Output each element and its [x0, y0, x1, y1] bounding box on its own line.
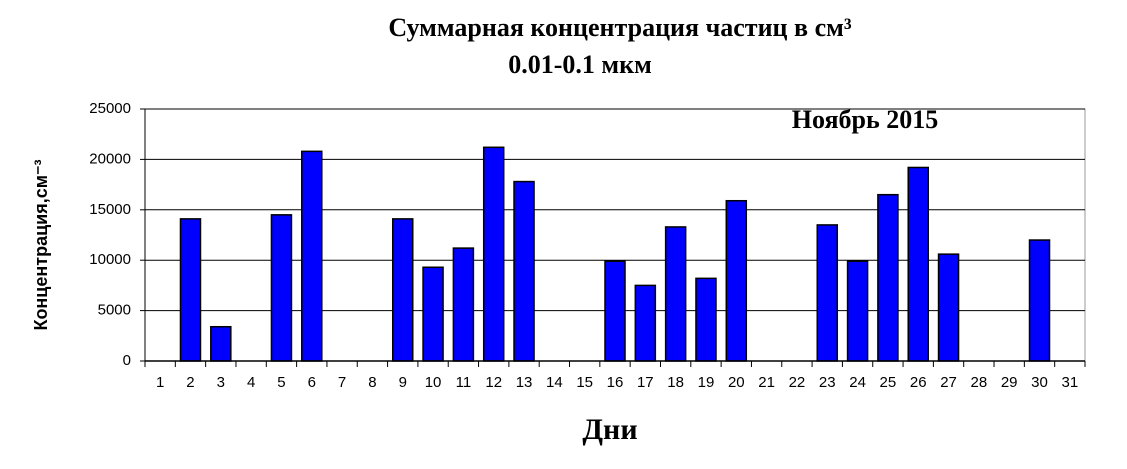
x-tick-label: 29: [1001, 374, 1018, 391]
x-tick-label: 25: [880, 374, 897, 391]
bar: [877, 193, 899, 362]
x-tick-label: 31: [1061, 374, 1078, 391]
x-tick-label: 2: [186, 374, 194, 391]
bar: [695, 277, 717, 362]
bar: [270, 214, 293, 362]
x-tick-label: 28: [971, 374, 988, 391]
x-tick-label: 13: [516, 374, 533, 391]
chart-subtitle: 0.01-0.1 мкм: [508, 50, 652, 79]
chart-title: Суммарная концентрация частиц в см³: [388, 13, 851, 42]
bar: [210, 325, 232, 362]
x-tick-label: 24: [849, 374, 866, 391]
bar: [422, 266, 444, 362]
bar: [391, 218, 414, 362]
x-tick-label: 15: [576, 374, 593, 391]
x-tick-label: 12: [485, 374, 502, 391]
x-tick-label: 20: [728, 374, 745, 391]
bar: [482, 146, 505, 362]
x-axis-label: Дни: [582, 413, 637, 446]
annotation: Ноябрь 2015: [792, 105, 939, 134]
bar: [725, 199, 748, 362]
y-tick-label: 20000: [89, 150, 131, 167]
x-tick-label: 19: [698, 374, 715, 391]
x-tick-label: 16: [607, 374, 624, 391]
x-tick-label: 4: [247, 374, 255, 391]
y-axis-label: Концентрация,см⁻³: [31, 159, 51, 330]
y-tick-label: 10000: [89, 251, 131, 268]
x-tick-label: 30: [1031, 374, 1048, 391]
bar: [179, 218, 202, 362]
bar: [301, 150, 323, 362]
x-tick-label: 21: [758, 374, 775, 391]
x-tick-label: 14: [546, 374, 563, 391]
y-tick-label: 15000: [89, 201, 131, 218]
bar: [664, 226, 687, 362]
x-tick-label: 3: [217, 374, 225, 391]
x-tick-label: 27: [940, 374, 957, 391]
y-tick-label: 5000: [98, 302, 131, 319]
x-tick-label: 9: [399, 374, 407, 391]
x-tick-label: 26: [910, 374, 927, 391]
bar: [816, 224, 839, 362]
bar: [937, 253, 960, 362]
x-tick-label: 6: [308, 374, 316, 391]
x-tick-label: 22: [789, 374, 806, 391]
bar: [604, 260, 626, 362]
x-tick-label: 7: [338, 374, 346, 391]
bar: [907, 166, 929, 362]
bar: [452, 247, 475, 362]
x-tick-label: 1: [156, 374, 164, 391]
x-tick-label: 11: [456, 374, 472, 391]
x-tick-label: 8: [368, 374, 376, 391]
x-tick-label: 10: [425, 374, 442, 391]
bar: [513, 180, 535, 362]
y-tick-label: 0: [123, 352, 131, 369]
bar: [846, 260, 869, 362]
x-tick-label: 17: [637, 374, 654, 391]
x-tick-label: 18: [667, 374, 684, 391]
x-tick-label: 23: [819, 374, 836, 391]
bar: [1028, 239, 1051, 362]
x-tick-label: 5: [277, 374, 285, 391]
bar: [634, 284, 657, 362]
y-tick-label: 25000: [89, 100, 131, 117]
